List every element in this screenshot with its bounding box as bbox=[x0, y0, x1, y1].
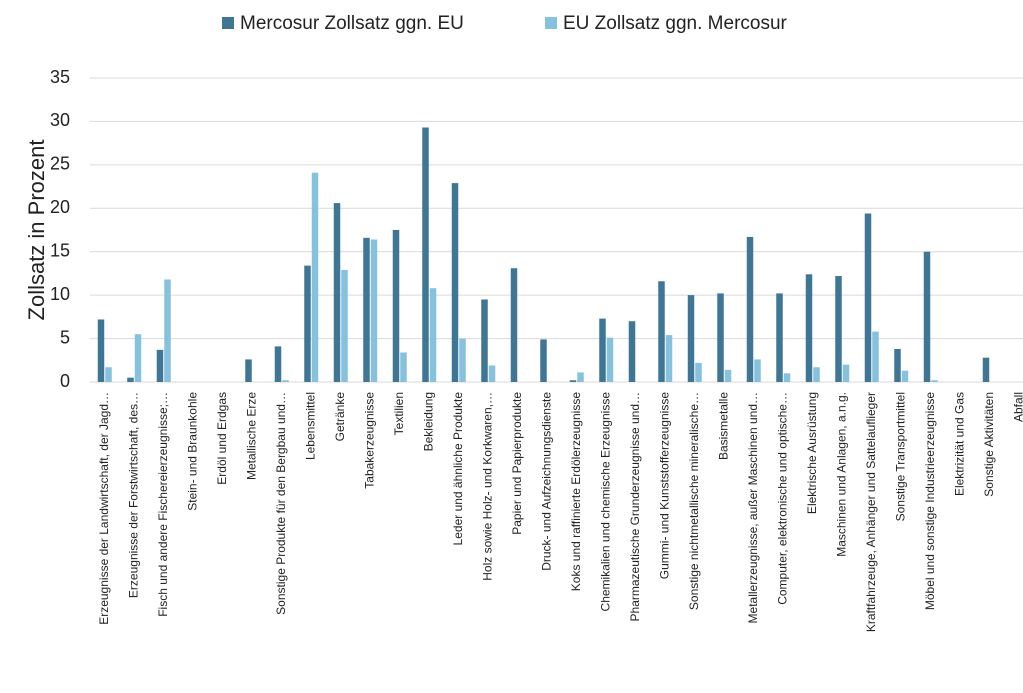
bar bbox=[97, 319, 105, 382]
x-tick-label: Sonstige Aktivitäten bbox=[982, 392, 996, 497]
x-tick-label: Abfall bbox=[1011, 392, 1023, 422]
bar bbox=[872, 331, 879, 382]
bar bbox=[156, 349, 164, 382]
legend-swatch bbox=[222, 17, 234, 29]
x-tick-label: Computer, elektronische und optische… bbox=[775, 392, 789, 605]
bar bbox=[746, 236, 754, 382]
bar bbox=[392, 230, 400, 382]
y-tick-label: 0 bbox=[60, 371, 70, 391]
bar bbox=[400, 352, 407, 382]
x-tick-label: Elektrizität und Gas bbox=[952, 392, 966, 496]
x-tick-label: Kraftfahrzeuge, Anhänger und Sattelaufli… bbox=[864, 392, 878, 632]
bar bbox=[687, 295, 695, 382]
bar bbox=[894, 348, 901, 382]
x-tick-label: Getränke bbox=[333, 392, 347, 442]
bar bbox=[134, 334, 142, 382]
y-tick-label: 5 bbox=[60, 327, 70, 347]
bar bbox=[628, 321, 636, 382]
bar bbox=[510, 268, 518, 382]
x-tick-label: Erzeugnisse der Landwirtschaft, der Jagd… bbox=[97, 392, 111, 625]
x-tick-label: Koks und raffinierte Erdölerzeugnisse bbox=[569, 392, 583, 592]
y-tick-label: 15 bbox=[50, 240, 70, 260]
bar bbox=[540, 339, 547, 382]
bar bbox=[304, 265, 311, 382]
x-tick-label: Basismetalle bbox=[716, 392, 730, 460]
x-tick-label: Elektrische Ausrüstung bbox=[805, 392, 819, 514]
bar bbox=[805, 274, 813, 382]
bar bbox=[569, 380, 577, 382]
bar bbox=[164, 279, 171, 382]
bar bbox=[923, 251, 931, 382]
x-tick-label: Metallerzeugnisse, außer Maschinen und… bbox=[746, 392, 760, 623]
bar bbox=[341, 269, 348, 382]
bar bbox=[422, 127, 429, 382]
bar bbox=[488, 365, 496, 382]
bar bbox=[754, 359, 761, 382]
x-tick-label: Erdöl und Erdgas bbox=[215, 392, 229, 485]
bar bbox=[835, 276, 842, 382]
x-tick-label: Sonstige nichtmetallische mineralische… bbox=[687, 392, 701, 610]
bar bbox=[842, 364, 850, 382]
x-tick-label: Druck- und Aufzeichnungsdienste bbox=[539, 392, 553, 571]
x-tick-label: Gummi- und Kunststofferzeugnisse bbox=[657, 392, 671, 580]
x-tick-label: Textilien bbox=[392, 392, 406, 435]
bar bbox=[776, 293, 783, 382]
x-tick-label: Tabakerzeugnisse bbox=[362, 392, 376, 489]
bar bbox=[665, 335, 673, 382]
bar bbox=[577, 372, 584, 382]
x-tick-label: Sonstige Produkte für den Bergbau und… bbox=[274, 392, 288, 615]
x-tick-label: Lebensmittel bbox=[303, 392, 317, 460]
bar bbox=[274, 346, 282, 382]
x-tick-label: Papier und Papierprodukte bbox=[510, 392, 524, 535]
legend-label: Mercosur Zollsatz ggn. EU bbox=[240, 13, 464, 34]
x-tick-label: Stein- und Braunkohle bbox=[185, 392, 199, 511]
bar bbox=[370, 239, 378, 382]
bar bbox=[931, 380, 938, 382]
x-tick-label: Fisch und andere Fischereierzeugnisse;… bbox=[156, 392, 170, 617]
bar bbox=[724, 369, 732, 382]
bar bbox=[311, 172, 319, 382]
x-tick-label: Erzeugnisse der Forstwirtschaft, des… bbox=[126, 392, 140, 598]
bar bbox=[282, 380, 289, 382]
bar bbox=[105, 367, 112, 382]
bar bbox=[481, 299, 488, 382]
bar bbox=[333, 203, 341, 382]
bar bbox=[451, 183, 459, 382]
bar bbox=[813, 367, 820, 382]
x-tick-label: Chemikalien und chemische Erzeugnisse bbox=[598, 392, 612, 612]
y-tick-label: 20 bbox=[50, 197, 70, 217]
bar bbox=[127, 377, 134, 382]
x-tick-label: Metallische Erze bbox=[244, 392, 258, 480]
bar bbox=[459, 338, 466, 382]
bar bbox=[429, 288, 437, 382]
y-tick-label: 10 bbox=[50, 284, 70, 304]
y-tick-label: 30 bbox=[50, 110, 70, 130]
bar bbox=[864, 213, 872, 382]
bar bbox=[599, 318, 606, 382]
x-tick-label: Sonstige Transportmittel bbox=[893, 392, 907, 521]
x-tick-label: Leder und ähnliche Produkte bbox=[451, 392, 465, 546]
bar bbox=[717, 293, 724, 382]
x-tick-label: Bekleidung bbox=[421, 392, 435, 451]
x-tick-label: Pharmazeutische Grunderzeugnisse und… bbox=[628, 392, 642, 621]
x-tick-label: Möbel und sonstige Industrieerzeugnisse bbox=[923, 392, 937, 610]
y-axis-label: Zollsatz in Prozent bbox=[24, 140, 49, 321]
y-tick-label: 25 bbox=[50, 154, 70, 174]
x-tick-label: Holz sowie Holz- und Korkwaren,… bbox=[480, 392, 494, 581]
x-tick-label: Maschinen und Anlagen, a.n.g. bbox=[834, 392, 848, 557]
bar bbox=[901, 370, 909, 382]
bar bbox=[606, 337, 614, 382]
legend-label: EU Zollsatz ggn. Mercosur bbox=[563, 13, 788, 34]
bar bbox=[363, 237, 370, 382]
bar bbox=[982, 357, 990, 382]
bar bbox=[695, 362, 702, 382]
bar bbox=[658, 281, 665, 382]
y-tick-label: 35 bbox=[50, 67, 70, 87]
bar bbox=[245, 359, 252, 382]
legend-swatch bbox=[545, 17, 557, 29]
bar bbox=[783, 373, 791, 382]
